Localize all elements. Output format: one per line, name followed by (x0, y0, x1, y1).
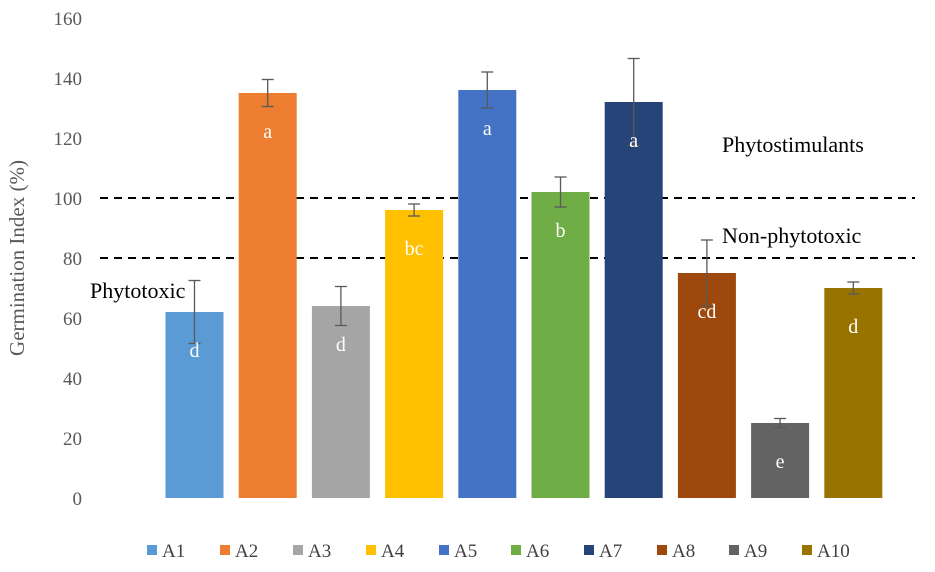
legend-swatch-A8 (657, 545, 667, 555)
legend-label-A9: A9 (744, 541, 767, 562)
significance-label-A5: a (483, 118, 492, 140)
legend-label-A5: A5 (454, 541, 477, 562)
bar-A5 (458, 90, 517, 498)
significance-label-A6: b (556, 220, 566, 242)
bar-A10 (824, 288, 883, 498)
threshold-label-80: Non-phytotoxic (722, 223, 862, 248)
legend-label-A3: A3 (308, 541, 331, 562)
significance-label-A9: e (776, 451, 785, 473)
legend-label-A8: A8 (672, 541, 695, 562)
legend-swatch-A7 (584, 545, 594, 555)
bar-A7 (604, 102, 663, 498)
legend-swatch-A4 (366, 545, 376, 555)
error-bar-A7 (627, 57, 640, 147)
legend-swatch-A1 (147, 545, 157, 555)
error-bar-A2 (261, 78, 274, 108)
legend-swatch-A3 (293, 545, 303, 555)
y-tick-label-40: 40 (63, 369, 82, 390)
bar-A3 (311, 306, 370, 498)
y-tick-label-120: 120 (54, 129, 83, 150)
legend-label-A2: A2 (235, 541, 258, 562)
bar-A9 (751, 423, 810, 498)
y-axis: 0 20 40 60 80 100 120 140 160 (54, 9, 83, 510)
y-tick-label-60: 60 (63, 309, 82, 330)
bar-A2 (238, 93, 297, 498)
y-tick-label-100: 100 (54, 189, 83, 210)
legend-label-A1: A1 (162, 541, 185, 562)
error-bar-A6 (554, 176, 567, 208)
y-tick-label-80: 80 (63, 249, 82, 270)
y-tick-label-160: 160 (54, 9, 83, 30)
bar-A6 (531, 192, 590, 498)
bar-A8 (677, 273, 736, 498)
threshold-label-100: Phytostimulants (722, 132, 864, 157)
y-tick-label-140: 140 (54, 69, 83, 90)
legend-label-A4: A4 (381, 541, 405, 562)
significance-label-A4: bc (405, 238, 424, 260)
legend: A1 A2 A3 A4 A5 A6 A7 A8 A9 A10 (147, 541, 850, 562)
error-bar-A3 (334, 285, 347, 327)
error-bar-A10 (847, 281, 860, 295)
significance-label-A3: d (336, 334, 346, 356)
y-tick-label-20: 20 (63, 429, 82, 450)
error-bar-A8 (700, 239, 713, 307)
significance-label-A10: d (848, 316, 858, 338)
legend-swatch-A2 (220, 545, 230, 555)
y-tick-label-0: 0 (73, 489, 83, 510)
legend-swatch-A9 (729, 545, 739, 555)
significance-label-A1: d (190, 340, 200, 362)
bar-series: d a d bc a b a cd e d (165, 57, 883, 498)
bar-A4 (385, 210, 444, 498)
error-bar-A9 (774, 417, 787, 429)
error-bar-A5 (481, 71, 494, 109)
legend-label-A7: A7 (599, 541, 622, 562)
legend-label-A10: A10 (817, 541, 850, 562)
phytotoxic-region-label: Phytotoxic (90, 278, 186, 303)
legend-swatch-A5 (439, 545, 449, 555)
error-bar-A1 (188, 279, 201, 345)
legend-label-A6: A6 (526, 541, 549, 562)
legend-swatch-A10 (802, 545, 812, 555)
error-bar-A4 (408, 203, 421, 217)
y-axis-title: Germination Index (%) (5, 160, 29, 356)
significance-label-A8: cd (697, 301, 716, 323)
significance-label-A2: a (263, 121, 272, 143)
legend-swatch-A6 (511, 545, 521, 555)
significance-label-A7: a (629, 130, 638, 152)
